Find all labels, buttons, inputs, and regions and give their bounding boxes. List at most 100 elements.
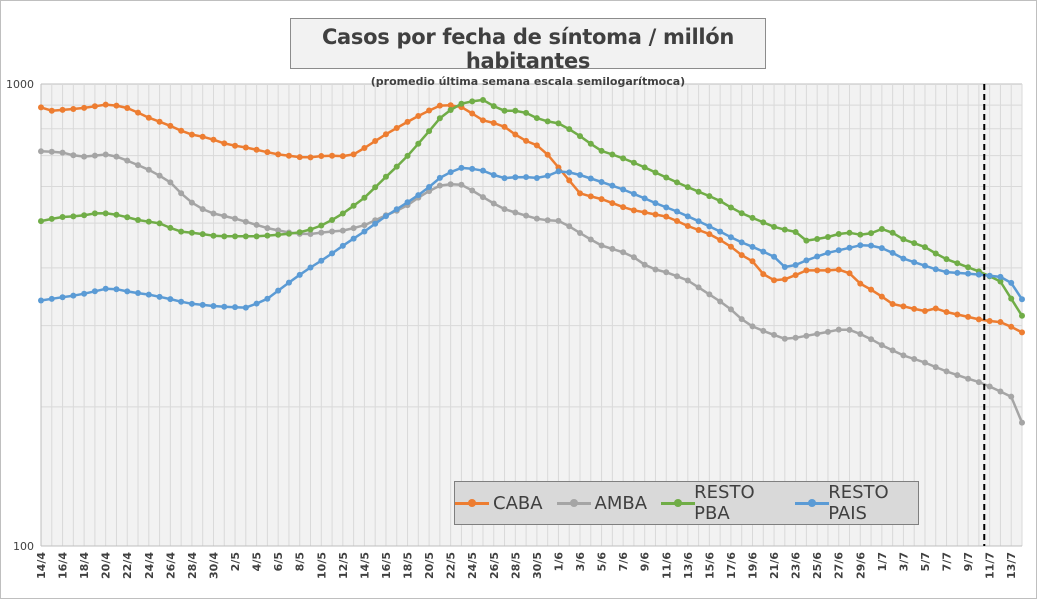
- chart-title: Casos por fecha de síntoma / millón habi…: [321, 25, 735, 73]
- data-point-resto-pais: [426, 183, 433, 190]
- data-point-resto-pais: [501, 175, 508, 182]
- data-point-caba: [350, 151, 357, 158]
- data-point-resto-pais: [544, 172, 551, 179]
- data-point-amba: [921, 359, 928, 366]
- data-point-caba: [835, 266, 842, 273]
- data-point-caba: [620, 204, 627, 211]
- x-tick-label: 22/5: [445, 552, 458, 579]
- data-point-amba: [447, 181, 454, 188]
- data-point-resto-pais: [124, 288, 131, 295]
- data-point-amba: [587, 236, 594, 243]
- data-point-amba: [792, 334, 799, 341]
- x-tick-label: 24/4: [143, 552, 156, 579]
- data-point-resto-pais: [221, 303, 228, 310]
- data-point-resto-pais: [577, 171, 584, 178]
- data-point-caba: [188, 131, 195, 138]
- data-point-resto-pba: [1019, 312, 1025, 319]
- data-point-caba: [533, 142, 540, 149]
- data-point-caba: [921, 307, 928, 314]
- data-point-resto-pais: [329, 250, 336, 257]
- data-point-resto-pais: [70, 292, 77, 299]
- data-point-resto-pais: [846, 244, 853, 251]
- data-point-amba: [771, 331, 778, 338]
- data-point-amba: [803, 332, 810, 339]
- data-point-resto-pba: [523, 109, 530, 116]
- x-tick-label: 13/6: [682, 552, 695, 579]
- data-point-caba: [221, 140, 228, 147]
- data-point-resto-pais: [749, 243, 756, 250]
- data-point-caba: [145, 114, 152, 121]
- data-point-resto-pba: [932, 250, 939, 257]
- x-tick-label: 30/5: [531, 552, 544, 579]
- x-tick-label: 3/6: [574, 552, 587, 572]
- data-point-resto-pba: [738, 210, 745, 217]
- legend-label-resto-pba: RESTO PBA: [694, 482, 755, 524]
- data-point-resto-pba: [415, 140, 422, 147]
- data-point-caba: [415, 112, 422, 119]
- x-tick-label: 26/5: [488, 552, 501, 579]
- legend-label-caba: CABA: [493, 492, 543, 514]
- data-point-resto-pba: [630, 159, 637, 166]
- data-point-resto-pais: [490, 171, 497, 178]
- data-point-amba: [242, 218, 249, 225]
- data-point-resto-pais: [760, 248, 767, 255]
- x-tick-label: 20/4: [100, 552, 113, 579]
- data-point-resto-pba: [771, 223, 778, 230]
- x-tick-label: 29/6: [854, 552, 867, 579]
- legend-swatch-caba: [455, 496, 489, 510]
- data-point-amba: [868, 336, 875, 343]
- data-point-resto-pba: [372, 184, 379, 191]
- data-point-amba: [59, 149, 66, 156]
- data-point-resto-pais: [674, 208, 681, 215]
- data-point-resto-pba: [253, 233, 260, 240]
- chart-subtitle: (promedio última semana escala semilogar…: [370, 75, 686, 88]
- data-point-resto-pba: [803, 237, 810, 244]
- data-point-caba: [749, 258, 756, 265]
- data-point-resto-pba: [361, 194, 368, 201]
- data-point-caba: [48, 107, 55, 114]
- data-point-resto-pba: [695, 188, 702, 195]
- data-point-resto-pais: [361, 228, 368, 235]
- data-point-resto-pba: [124, 214, 131, 221]
- x-tick-label: 28/4: [186, 552, 199, 579]
- data-point-resto-pais: [641, 195, 648, 202]
- data-point-resto-pais: [167, 296, 174, 303]
- data-point-caba: [523, 137, 530, 144]
- data-point-resto-pais: [706, 223, 713, 230]
- data-point-resto-pba: [167, 224, 174, 231]
- x-tick-label: 3/7: [897, 552, 910, 571]
- data-point-resto-pba: [814, 235, 821, 242]
- x-tick-label: 19/6: [746, 552, 759, 579]
- data-point-caba: [900, 303, 907, 310]
- data-point-resto-pais: [792, 261, 799, 268]
- data-point-resto-pba: [663, 174, 670, 181]
- legend-label-amba: AMBA: [594, 492, 648, 514]
- data-point-resto-pba: [242, 233, 249, 240]
- data-point-amba: [911, 356, 918, 363]
- data-point-resto-pais: [48, 295, 55, 302]
- data-point-caba: [329, 152, 336, 159]
- x-tick-label: 10/5: [315, 552, 328, 579]
- data-point-caba: [232, 142, 239, 149]
- data-point-resto-pba: [857, 231, 864, 238]
- data-point-resto-pais: [587, 175, 594, 182]
- data-point-amba: [275, 227, 282, 234]
- data-point-caba: [868, 286, 875, 293]
- data-point-resto-pais: [318, 257, 325, 264]
- x-tick-label: 9/7: [962, 552, 975, 571]
- data-point-resto-pba: [329, 216, 336, 223]
- data-point-resto-pais: [921, 262, 928, 269]
- data-point-caba: [609, 200, 616, 207]
- data-point-resto-pais: [609, 182, 616, 189]
- data-point-resto-pba: [38, 218, 44, 225]
- x-tick-label: 11/7: [984, 552, 997, 579]
- data-point-resto-pba: [641, 164, 648, 171]
- data-point-resto-pais: [242, 304, 249, 311]
- data-point-amba: [954, 372, 961, 379]
- data-point-caba: [954, 311, 961, 318]
- data-point-caba: [135, 109, 142, 116]
- x-tick-label: 7/6: [617, 552, 630, 572]
- data-point-caba: [339, 153, 346, 160]
- data-point-resto-pais: [232, 304, 239, 311]
- data-point-resto-pba: [878, 226, 885, 233]
